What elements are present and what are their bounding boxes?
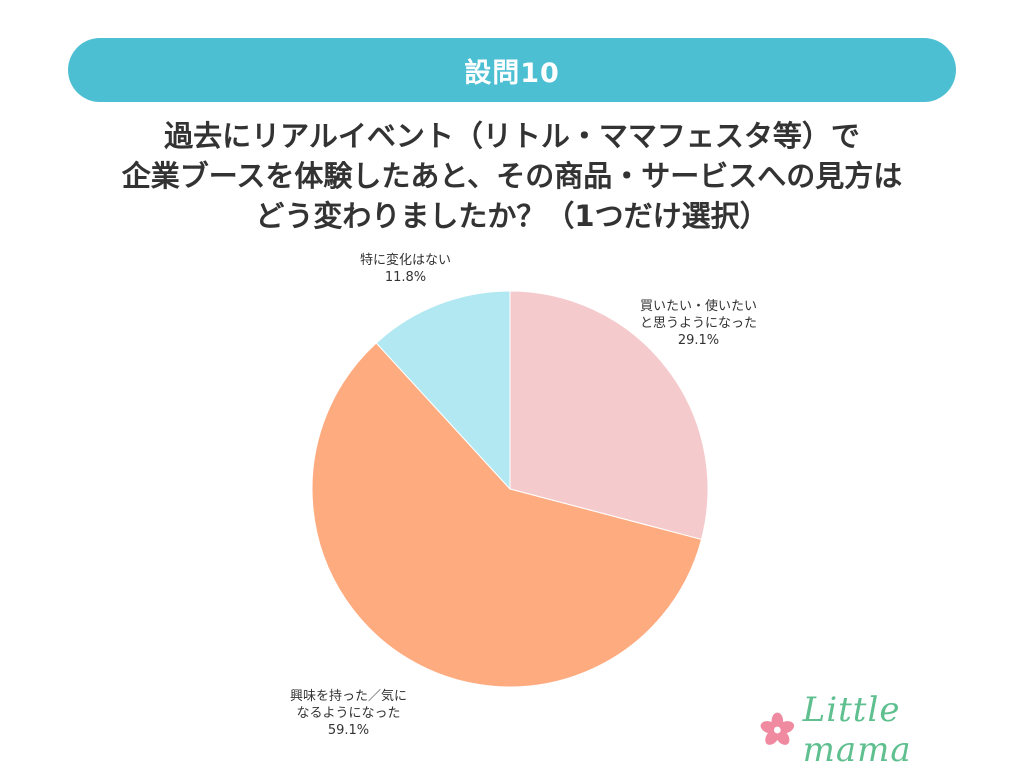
slice-label-text: 興味を持った／気に — [290, 689, 408, 704]
slice-label-buy: 買いたい・使いたい と思うようになった 29.1% — [640, 298, 757, 349]
question-text: 過去にリアルイベント（リトル・ママフェスタ等）で 企業ブースを体験したあと、その… — [40, 116, 984, 236]
slice-percent: 11.8% — [384, 270, 427, 285]
slice-label-text: と思うようになった — [640, 316, 758, 331]
question-banner: 設問10 — [68, 38, 956, 102]
slice-percent: 59.1% — [327, 723, 370, 738]
little-mama-logo: Little mama — [758, 690, 1014, 770]
slice-label-text: 買いたい・使いたい — [640, 299, 758, 314]
slice-label-text: 特に変化はない — [360, 253, 452, 268]
question-number: 設問10 — [464, 57, 560, 89]
logo-text: Little mama — [802, 690, 912, 770]
slice-label-text: なるようになった — [296, 706, 401, 721]
slice-label-interested: 興味を持った／気に なるようになった 59.1% — [290, 688, 407, 739]
pie-slice-1 — [311, 342, 703, 688]
question-line: どう変わりましたか？（1つだけ選択） — [255, 199, 769, 233]
slice-percent: 29.1% — [677, 333, 720, 348]
question-line: 企業ブースを体験したあと、その商品・サービスへの見方は — [121, 159, 903, 193]
slice-label-no-change: 特に変化はない 11.8% — [360, 252, 451, 286]
flower-icon — [760, 712, 795, 745]
pie-slice-2 — [375, 290, 511, 491]
question-line: 過去にリアルイベント（リトル・ママフェスタ等）で — [164, 119, 860, 153]
pie-slice-0 — [509, 290, 709, 541]
